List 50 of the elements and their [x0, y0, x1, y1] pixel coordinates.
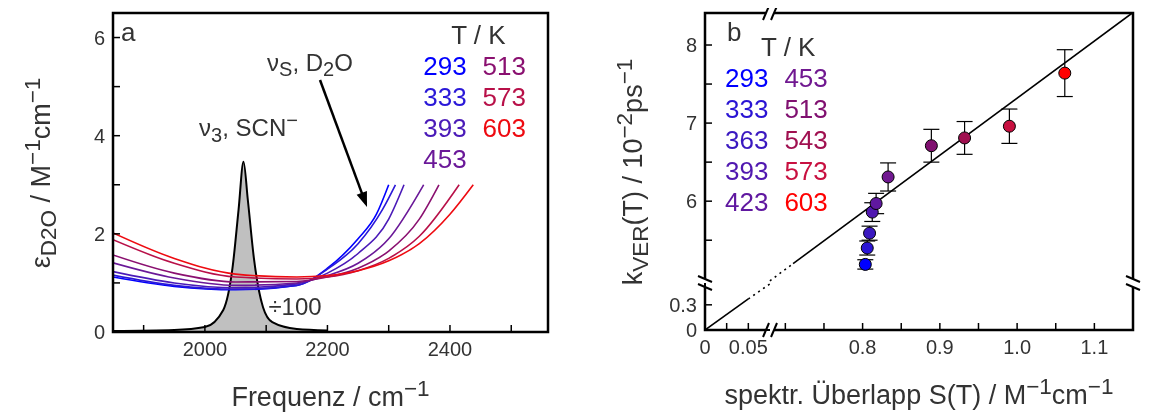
point: [1058, 66, 1072, 80]
y-tick-label: 0: [93, 321, 105, 343]
text: 573: [784, 156, 828, 187]
text: 293: [725, 63, 769, 94]
x-tick-label: 2400: [427, 338, 473, 360]
text: 423: [725, 187, 769, 218]
point: [958, 131, 972, 145]
x-tick-label: 0: [699, 336, 711, 358]
annotation: a: [121, 17, 136, 48]
x-tick-label: 1.1: [1080, 336, 1109, 358]
text: 603: [784, 187, 828, 218]
y-tick-label: 7: [685, 112, 697, 135]
text: 333: [725, 94, 769, 125]
y-tick-label: 6: [93, 26, 105, 49]
text: 363: [725, 125, 769, 156]
series-label: 393: [423, 113, 467, 144]
point: [869, 197, 883, 211]
point: [924, 139, 938, 153]
text: 293: [423, 51, 467, 82]
y-tick-label: 6: [685, 190, 697, 213]
series-label: 453: [423, 144, 467, 175]
annotation: ν$_{3}$, SCN$^{−}$: [199, 108, 298, 147]
text: 513: [784, 94, 828, 125]
y-tick-label: 0: [685, 319, 697, 341]
y-tick-label: 2: [93, 222, 105, 245]
y-tick-label: 4: [93, 124, 105, 147]
x-tick-label: 1.0: [1003, 336, 1032, 358]
x-tick-label: 0.8: [848, 336, 877, 358]
text: 333: [423, 82, 467, 113]
text: 543: [784, 125, 828, 156]
y-tick-label: 0.3: [669, 293, 697, 316]
annotation: ÷100: [268, 293, 322, 321]
legend-title: T / K: [761, 32, 816, 62]
text: 453: [784, 63, 828, 94]
x-tick-label: 0.9: [925, 336, 954, 358]
text: 573: [482, 82, 526, 113]
series-label: 603: [482, 113, 526, 144]
text: 513: [482, 51, 526, 82]
x-axis-title: Frequenz / cm$^{−1}$: [231, 375, 430, 413]
annotation: ν$_{S}$, D$_{2}$O: [267, 48, 353, 82]
legend-title: T / K: [450, 19, 507, 51]
x-tick-label: 2200: [305, 338, 350, 360]
point: [881, 170, 895, 184]
x-tick-label: 0.05: [728, 336, 768, 358]
x-axis-title: spektr. Überlapp S(T) / M$^{−1}$cm$^{−1}$: [724, 373, 1114, 411]
text: 393: [725, 156, 769, 187]
x-tick-label: 2000: [182, 338, 228, 360]
annotation: b: [727, 17, 742, 48]
point: [1002, 119, 1016, 133]
y-tick-label: 8: [685, 34, 697, 57]
